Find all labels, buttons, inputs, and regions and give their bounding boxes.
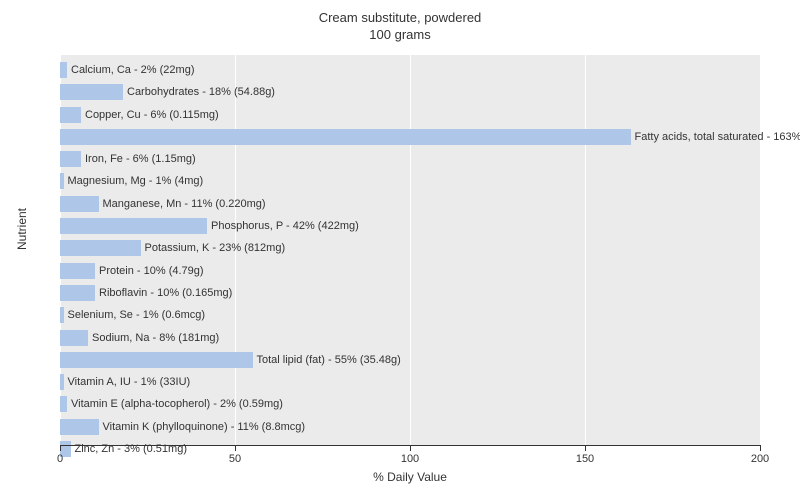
x-tick-label: 150 (576, 453, 594, 465)
x-tick (410, 445, 411, 451)
bar-row: Vitamin K (phylloquinone) - 11% (8.8mcg) (60, 417, 760, 439)
bar-row: Carbohydrates - 18% (54.88g) (60, 82, 760, 104)
bar (60, 263, 95, 279)
chart-container: Cream substitute, powdered 100 grams Nut… (0, 0, 800, 500)
x-tick-label: 50 (229, 453, 241, 465)
bar (60, 84, 123, 100)
bar-label: Fatty acids, total saturated - 163% (32.… (631, 129, 800, 145)
grid-line (760, 55, 761, 445)
plot-area: Calcium, Ca - 2% (22mg) Carbohydrates - 1… (60, 55, 760, 445)
bar-row: Riboflavin - 10% (0.165mg) (60, 283, 760, 305)
bar-row: Protein - 10% (4.79g) (60, 261, 760, 283)
bars-group: Calcium, Ca - 2% (22mg) Carbohydrates - 1… (60, 60, 760, 440)
bar-label: Vitamin E (alpha-tocopherol) - 2% (0.59m… (67, 396, 283, 412)
bar-label: Calcium, Ca - 2% (22mg) (67, 62, 194, 78)
x-tick (235, 445, 236, 451)
x-tick (585, 445, 586, 451)
bar (60, 129, 631, 145)
x-tick-label: 200 (751, 453, 769, 465)
bar (60, 419, 99, 435)
x-tick-label: 0 (57, 453, 63, 465)
bar (60, 218, 207, 234)
bar-label: Vitamin K (phylloquinone) - 11% (8.8mcg) (99, 419, 306, 435)
bar (60, 240, 141, 256)
title-line2: 100 grams (369, 27, 430, 42)
bar-row: Copper, Cu - 6% (0.115mg) (60, 105, 760, 127)
bar-row: Fatty acids, total saturated - 163% (32.… (60, 127, 760, 149)
bar-label: Protein - 10% (4.79g) (95, 263, 204, 279)
x-tick-label: 100 (401, 453, 419, 465)
bar-label: Riboflavin - 10% (0.165mg) (95, 285, 232, 301)
bar (60, 196, 99, 212)
bar (60, 62, 67, 78)
bar-row: Iron, Fe - 6% (1.15mg) (60, 149, 760, 171)
bar-row: Manganese, Mn - 11% (0.220mg) (60, 194, 760, 216)
bar-row: Magnesium, Mg - 1% (4mg) (60, 171, 760, 193)
bar (60, 330, 88, 346)
bar-label: Carbohydrates - 18% (54.88g) (123, 84, 275, 100)
bar-label: Manganese, Mn - 11% (0.220mg) (99, 196, 266, 212)
bar-label: Potassium, K - 23% (812mg) (141, 240, 286, 256)
x-tick (760, 445, 761, 451)
bar (60, 285, 95, 301)
bar-label: Phosphorus, P - 42% (422mg) (207, 218, 359, 234)
bar-row: Selenium, Se - 1% (0.6mcg) (60, 305, 760, 327)
bar-label: Selenium, Se - 1% (0.6mcg) (64, 307, 206, 323)
title-line1: Cream substitute, powdered (319, 10, 482, 25)
bar (60, 107, 81, 123)
bar-label: Copper, Cu - 6% (0.115mg) (81, 107, 219, 123)
bar-row: Potassium, K - 23% (812mg) (60, 238, 760, 260)
bar-label: Magnesium, Mg - 1% (4mg) (64, 173, 204, 189)
bar (60, 352, 253, 368)
x-axis-label: % Daily Value (60, 470, 760, 484)
bar (60, 151, 81, 167)
chart-title: Cream substitute, powdered 100 grams (0, 0, 800, 44)
x-axis: 050100150200 % Daily Value (60, 445, 760, 485)
x-tick (60, 445, 61, 451)
bar-row: Vitamin E (alpha-tocopherol) - 2% (0.59m… (60, 394, 760, 416)
bar-label: Sodium, Na - 8% (181mg) (88, 330, 219, 346)
bar-label: Total lipid (fat) - 55% (35.48g) (253, 352, 401, 368)
bar-row: Phosphorus, P - 42% (422mg) (60, 216, 760, 238)
y-axis-label: Nutrient (15, 208, 29, 250)
bar-row: Total lipid (fat) - 55% (35.48g) (60, 350, 760, 372)
bar-row: Sodium, Na - 8% (181mg) (60, 328, 760, 350)
bar-row: Calcium, Ca - 2% (22mg) (60, 60, 760, 82)
bar-label: Vitamin A, IU - 1% (33IU) (64, 374, 191, 390)
bar-row: Vitamin A, IU - 1% (33IU) (60, 372, 760, 394)
bar-label: Iron, Fe - 6% (1.15mg) (81, 151, 196, 167)
bar (60, 396, 67, 412)
